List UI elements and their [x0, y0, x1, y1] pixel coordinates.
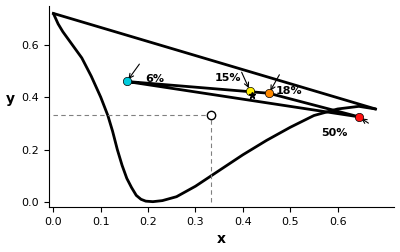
- Text: 50%: 50%: [321, 128, 347, 138]
- Text: 18%: 18%: [276, 86, 303, 96]
- Y-axis label: y: y: [6, 92, 14, 106]
- Text: 15%: 15%: [214, 73, 241, 83]
- X-axis label: x: x: [217, 232, 226, 246]
- Text: 6%: 6%: [145, 74, 164, 84]
